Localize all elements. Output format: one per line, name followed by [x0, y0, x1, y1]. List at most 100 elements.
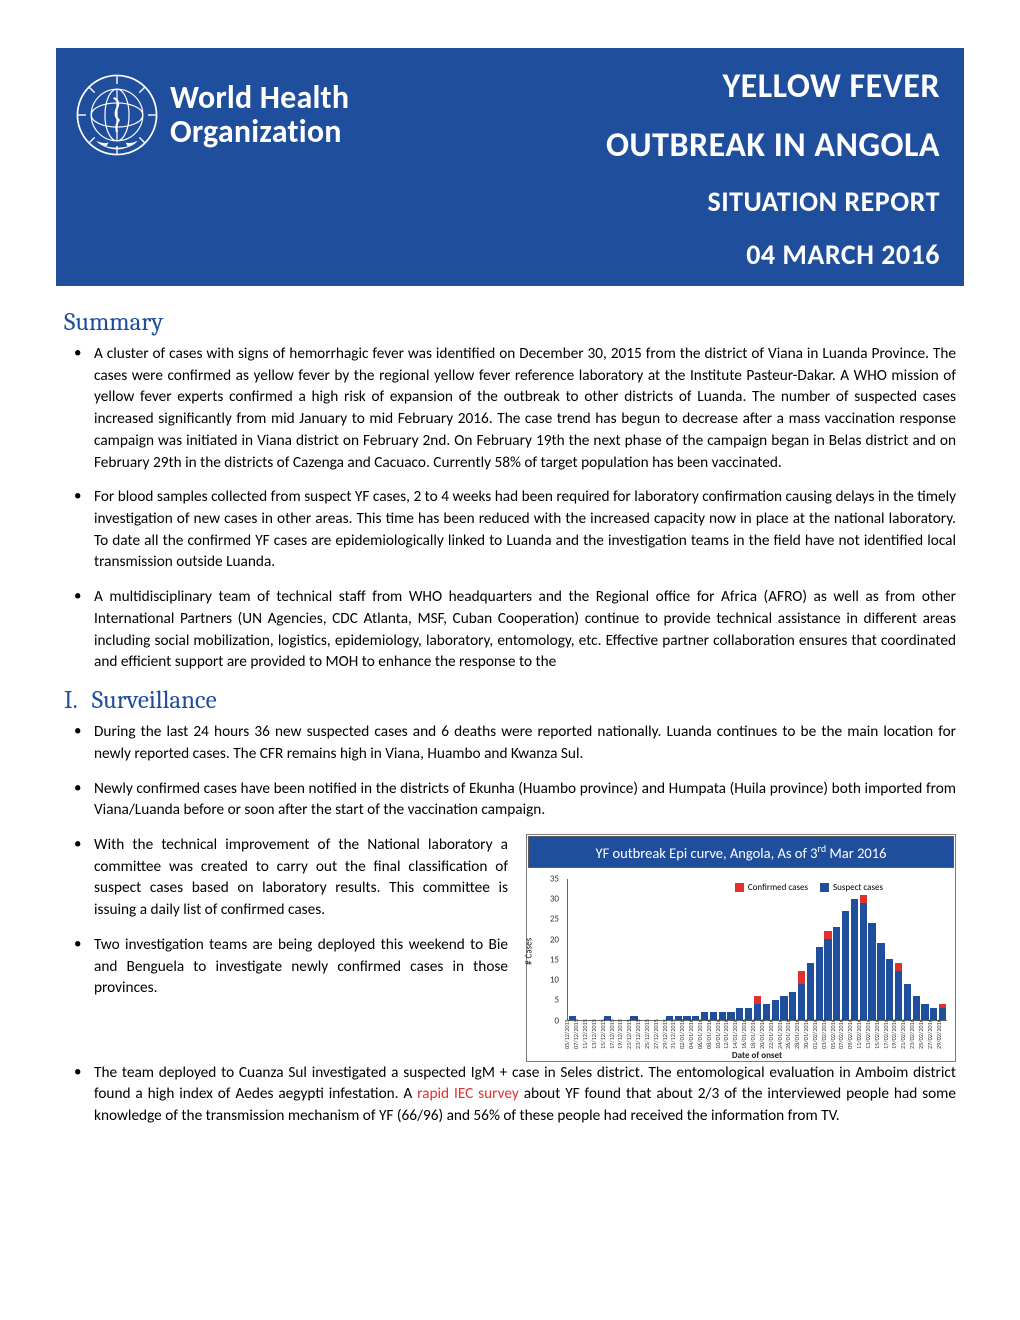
x-tick-label: 04/01/2016: [687, 1019, 695, 1049]
bar-stack: [789, 879, 796, 1020]
x-tick-label: 21/02/2016: [899, 1019, 907, 1049]
list-item: With the technical improvement of the Na…: [94, 834, 508, 921]
x-tick-label: 18/01/2016: [749, 1019, 757, 1049]
x-tick-label: 11/02/2016: [855, 1019, 863, 1049]
banner-title-line1: YELLOW FEVER: [606, 66, 940, 107]
bar-stack: [604, 879, 611, 1020]
x-tick-label: 21/12/2015: [625, 1019, 633, 1049]
section-heading-text: Surveillance: [92, 686, 217, 715]
bar-stack: [719, 879, 726, 1020]
bar-stack: [727, 879, 734, 1020]
bar-stack: [763, 879, 770, 1020]
banner-title-line4: 04 MARCH 2016: [606, 237, 940, 272]
bar-suspect: [921, 1004, 928, 1020]
bar-stack: [895, 879, 902, 1020]
x-tick-label: 16/01/2016: [740, 1019, 748, 1049]
y-tick-label: 5: [554, 995, 559, 1006]
bar-stack: [851, 879, 858, 1020]
bar-suspect: [745, 1008, 752, 1020]
bar-suspect: [842, 911, 849, 1020]
list-item: Newly confirmed cases have been notified…: [94, 778, 956, 821]
x-tick-label: 25/02/2016: [917, 1019, 925, 1049]
y-axis-labels: 05101520253035: [527, 879, 563, 1021]
y-tick-label: 10: [550, 975, 559, 986]
x-tick-label: 23/02/2016: [908, 1019, 916, 1049]
summary-heading: Summary: [64, 308, 956, 337]
bar-stack: [683, 879, 690, 1020]
bar-suspect: [851, 899, 858, 1020]
x-tick-label: 28/01/2016: [793, 1019, 801, 1049]
list-item: Two investigation teams are being deploy…: [94, 934, 508, 999]
x-tick-label: 03/02/2016: [820, 1019, 828, 1049]
bar-stack: [692, 879, 699, 1020]
bar-suspect: [780, 996, 787, 1020]
bar-suspect: [763, 1004, 770, 1020]
bar-stack: [675, 879, 682, 1020]
bar-suspect: [833, 927, 840, 1020]
bar-suspect: [736, 1008, 743, 1020]
x-tick-label: 02/01/2016: [678, 1019, 686, 1049]
bar-stack: [569, 879, 576, 1020]
bar-stack: [833, 879, 840, 1020]
bar-suspect: [939, 1008, 946, 1020]
y-tick-label: 35: [550, 873, 559, 884]
list-item: During the last 24 hours 36 new suspecte…: [94, 721, 956, 764]
x-axis-title: Date of onset: [567, 1050, 947, 1061]
bar-confirmed: [860, 895, 867, 903]
bar-stack: [886, 879, 893, 1020]
x-tick-label: 08/01/2016: [705, 1019, 713, 1049]
bar-stack: [877, 879, 884, 1020]
epi-curve-chart: YF outbreak Epi curve, Angola, As of 3rd…: [526, 834, 956, 1062]
x-tick-label: 15/12/2015: [599, 1019, 607, 1049]
bar-stack: [939, 879, 946, 1020]
x-tick-label: 27/12/2015: [652, 1019, 660, 1049]
x-tick-label: 17/12/2015: [608, 1019, 616, 1049]
chart-title-suffix: Mar 2016: [826, 844, 886, 862]
x-tick-label: 31/12/2015: [669, 1019, 677, 1049]
bar-suspect: [895, 971, 902, 1019]
y-tick-label: 0: [554, 1015, 559, 1026]
page-content: Summary A cluster of cases with signs of…: [56, 286, 964, 1127]
bar-confirmed: [895, 963, 902, 971]
chart-plot-area: # Cases 05101520253035 Confirmed cases S…: [527, 869, 955, 1061]
bar-stack: [860, 879, 867, 1020]
bar-suspect: [816, 947, 823, 1020]
x-tick-label: 19/12/2015: [616, 1019, 624, 1049]
x-tick-label: 15/02/2016: [873, 1019, 881, 1049]
bar-suspect: [824, 939, 831, 1020]
bar-stack: [622, 879, 629, 1020]
x-tick-label: 13/02/2016: [864, 1019, 872, 1049]
bar-stack: [639, 879, 646, 1020]
chart-bars-container: Confirmed cases Suspect cases: [567, 879, 947, 1021]
x-tick-label: 05/02/2016: [829, 1019, 837, 1049]
who-logo: World Health Organization: [74, 66, 349, 158]
bar-stack: [701, 879, 708, 1020]
bar-stack: [754, 879, 761, 1020]
surveillance-list-top: During the last 24 hours 36 new suspecte…: [64, 721, 956, 821]
x-tick-label: 11/12/2015: [581, 1019, 589, 1049]
org-name-line2: Organization: [170, 112, 342, 151]
bar-stack: [824, 879, 831, 1020]
x-tick-label: 26/01/2016: [784, 1019, 792, 1049]
y-tick-label: 30: [550, 894, 559, 905]
x-tick-label: 10/01/2016: [714, 1019, 722, 1049]
bar-stack: [613, 879, 620, 1020]
bar-stack: [807, 879, 814, 1020]
bar-stack: [745, 879, 752, 1020]
summary-list: A cluster of cases with signs of hemorrh…: [64, 343, 956, 673]
x-tick-label: 07/02/2016: [837, 1019, 845, 1049]
x-tick-label: 20/01/2016: [758, 1019, 766, 1049]
chart-title-sup: rd: [818, 842, 827, 855]
x-tick-label: 19/02/2016: [890, 1019, 898, 1049]
x-tick-label: 07/12/2015: [572, 1019, 580, 1049]
text-chart-row: With the technical improvement of the Na…: [64, 834, 956, 1062]
bar-stack: [921, 879, 928, 1020]
bar-stack: [657, 879, 664, 1020]
surveillance-list-left: With the technical improvement of the Na…: [64, 834, 508, 1012]
x-tick-label: 12/01/2016: [722, 1019, 730, 1049]
bar-stack: [586, 879, 593, 1020]
bottom-text-highlight: rapid IEC survey: [417, 1084, 519, 1103]
y-tick-label: 20: [550, 934, 559, 945]
bar-suspect: [754, 1004, 761, 1020]
bar-stack: [816, 879, 823, 1020]
